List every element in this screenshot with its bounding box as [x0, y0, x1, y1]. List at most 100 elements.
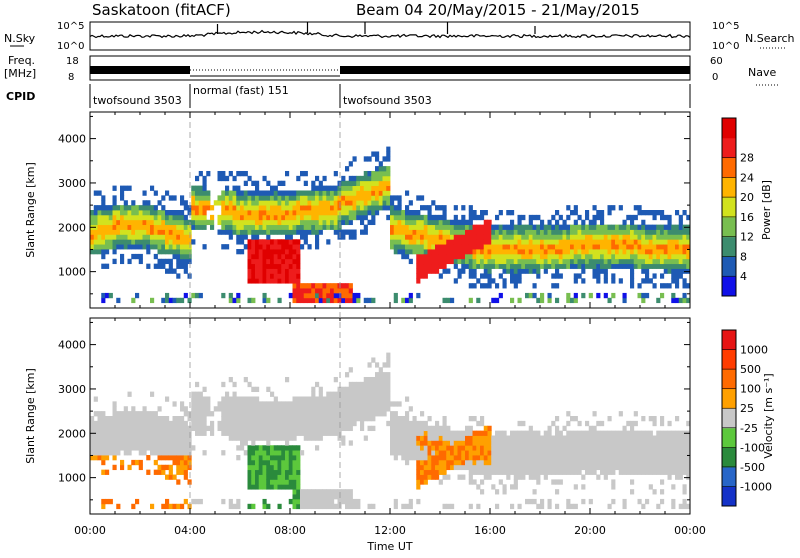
velocity-cell — [157, 445, 162, 451]
power-cell — [652, 234, 657, 240]
power-cell — [202, 244, 207, 250]
power-cell — [626, 253, 631, 260]
power-cell — [457, 253, 462, 260]
velocity-cell — [116, 435, 121, 441]
cpid-change-markers — [189, 112, 341, 514]
power-cell — [93, 239, 98, 245]
velocity-cell — [581, 455, 586, 461]
velocity-cell — [296, 425, 301, 432]
velocity-cell — [611, 435, 616, 441]
velocity-cell — [573, 459, 578, 466]
power-cell — [596, 263, 601, 269]
power-cell — [393, 292, 398, 299]
power-cell — [146, 224, 151, 230]
power-cell — [337, 292, 342, 299]
velocity-cell — [630, 420, 635, 427]
power-cell — [453, 278, 458, 284]
velocity-cell — [611, 440, 616, 446]
velocity-cell — [472, 479, 477, 485]
velocity-cell — [682, 440, 687, 446]
power-cell — [165, 244, 170, 250]
power-cell — [465, 253, 470, 260]
power-cell — [341, 185, 346, 191]
power-cell — [330, 297, 335, 304]
velocity-cell — [622, 450, 627, 456]
power-cell — [266, 210, 271, 216]
velocity-cell — [307, 396, 312, 402]
velocity-cell — [480, 450, 485, 456]
velocity-cell — [326, 401, 331, 407]
velocity-cell — [517, 503, 522, 510]
velocity-cell — [622, 425, 627, 432]
power-cell — [258, 210, 263, 216]
power-cell — [483, 244, 488, 250]
power-cell — [585, 253, 590, 260]
velocity-cell — [682, 450, 687, 456]
power-cell — [131, 253, 136, 260]
velocity-cell — [262, 503, 267, 510]
velocity-cell — [386, 376, 391, 383]
power-cell — [348, 161, 353, 167]
velocity-cell — [281, 464, 286, 471]
velocity-cell — [108, 430, 113, 436]
power-cell — [101, 292, 106, 299]
power-cell — [360, 210, 365, 216]
power-cell — [90, 214, 95, 221]
velocity-cell — [577, 459, 582, 466]
power-cell — [318, 297, 323, 304]
velocity-cell — [247, 459, 252, 466]
power-cell — [671, 268, 676, 274]
velocity-cell — [281, 474, 286, 480]
velocity-cell — [367, 411, 372, 417]
power-cell — [540, 297, 545, 304]
velocity-cell — [345, 503, 350, 510]
velocity-cell — [318, 435, 323, 441]
power-cell — [581, 268, 586, 274]
power-cell — [266, 249, 271, 255]
power-cell — [517, 229, 522, 235]
power-cell — [656, 263, 661, 269]
power-cell — [105, 214, 110, 221]
velocity-cell — [532, 455, 537, 461]
power-cell — [660, 234, 665, 240]
power-cell — [675, 244, 680, 250]
power-cell — [240, 205, 245, 211]
power-cell — [345, 229, 350, 235]
velocity-cell — [453, 450, 458, 456]
power-cell — [585, 210, 590, 216]
velocity-cell — [191, 498, 196, 505]
power-cell — [363, 224, 368, 230]
velocity-cell — [247, 425, 252, 432]
power-cell — [577, 258, 582, 265]
power-cell — [112, 239, 117, 245]
power-cell — [165, 258, 170, 265]
power-cell — [165, 214, 170, 221]
velocity-cell — [266, 474, 271, 480]
power-cell — [401, 253, 406, 260]
power-cell — [648, 263, 653, 269]
power-cell — [360, 219, 365, 226]
velocity-cell — [101, 469, 106, 475]
power-cell — [420, 205, 425, 211]
power-cell — [510, 258, 515, 265]
velocity-cell — [390, 411, 395, 417]
power-cell — [641, 219, 646, 226]
velocity-cell — [266, 464, 271, 471]
power-cell — [420, 234, 425, 240]
velocity-cell — [465, 455, 470, 461]
velocity-cell — [142, 440, 147, 446]
velocity-cell — [146, 425, 151, 432]
power-cell — [547, 244, 552, 250]
velocity-cell — [288, 455, 293, 461]
power-cell — [101, 210, 106, 216]
power-cell — [228, 214, 233, 221]
power-cell — [671, 229, 676, 235]
freq-label-2: [MHz] — [4, 67, 36, 80]
velocity-cell — [495, 450, 500, 456]
velocity-cell — [536, 455, 541, 461]
velocity-cell — [360, 396, 365, 402]
power-cell — [345, 180, 350, 187]
power-cell — [112, 200, 117, 206]
velocity-cell — [480, 455, 485, 461]
